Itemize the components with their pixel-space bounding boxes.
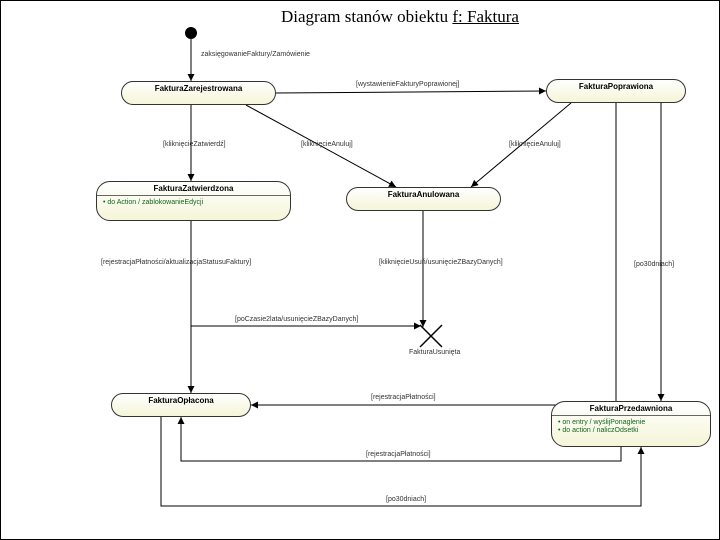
edge-label-popraw-anul: [kliknięcieAnuluj] bbox=[509, 141, 561, 148]
edge-label-oplac-przedaw-30: [po30dniach] bbox=[386, 496, 426, 503]
state-poprawiona-label: FakturaPoprawiona bbox=[547, 80, 685, 93]
state-zatwierdzona-body: • do Action / zablokowanieEdycji bbox=[97, 196, 290, 210]
terminate-state bbox=[420, 325, 442, 347]
edge-label-zatw-oplac: [rejestracjaPłatności/aktualizacjaStatus… bbox=[101, 259, 251, 266]
state-oplacona: FakturaOpłacona bbox=[111, 393, 251, 417]
edge-label-popraw-oplac: [rejestracjaPłatności] bbox=[371, 394, 436, 401]
state-oplacona-label: FakturaOpłacona bbox=[112, 394, 250, 407]
title-prefix: Diagram stanów obiektu bbox=[281, 7, 452, 26]
edge-label-zarej-zatwierdz: [kliknięcieZatwierdź] bbox=[163, 141, 226, 148]
state-przedawniona: FakturaPrzedawniona• on entry / wyślijPo… bbox=[551, 401, 711, 447]
state-przedawniona-label: FakturaPrzedawniona bbox=[552, 402, 710, 415]
state-zatwierdzona-label: FakturaZatwierdzona bbox=[97, 182, 290, 195]
state-zarejestrowana-label: FakturaZarejestrowana bbox=[122, 82, 275, 95]
state-anulowana: FakturaAnulowana bbox=[346, 187, 501, 211]
diagram-canvas: Diagram stanów obiektu f: Faktura Faktur… bbox=[0, 0, 720, 540]
edge-zarej-poprawiona bbox=[276, 91, 546, 93]
initial-state bbox=[185, 27, 197, 39]
state-zarejestrowana: FakturaZarejestrowana bbox=[121, 81, 276, 105]
edge-oplac-usun bbox=[191, 326, 421, 393]
state-zatwierdzona: FakturaZatwierdzona• do Action / zabloko… bbox=[96, 181, 291, 221]
diagram-title: Diagram stanów obiektu f: Faktura bbox=[281, 7, 519, 27]
edge-label-init-zarej: zaksięgowanieFaktury/Zamówienie bbox=[201, 51, 310, 58]
edge-popraw-oplac bbox=[251, 103, 616, 405]
terminate-state-label: FakturaUsunięta bbox=[409, 349, 460, 356]
state-przedawniona-body: • on entry / wyślijPonaglenie • do actio… bbox=[552, 416, 710, 439]
edge-label-przedaw-oplac: [rejestracjaPłatności] bbox=[366, 451, 431, 458]
state-poprawiona: FakturaPoprawiona bbox=[546, 79, 686, 103]
edge-label-popraw-przedaw-30: [po30dniach] bbox=[634, 261, 674, 268]
edge-label-zarej-anul: [kliknięcieAnuluj] bbox=[301, 141, 353, 148]
edge-label-zarej-poprawiona: [wystawienieFakturyPoprawionej] bbox=[356, 81, 460, 88]
edge-label-anul-usun: [kliknięcieUsuń/usunięcieZBazyDanych] bbox=[379, 259, 503, 266]
edge-label-oplac-usun: [poCzasie2lata/usunięcieZBazyDanych] bbox=[235, 316, 358, 323]
state-anulowana-label: FakturaAnulowana bbox=[347, 188, 500, 201]
title-object: f: Faktura bbox=[452, 7, 519, 26]
